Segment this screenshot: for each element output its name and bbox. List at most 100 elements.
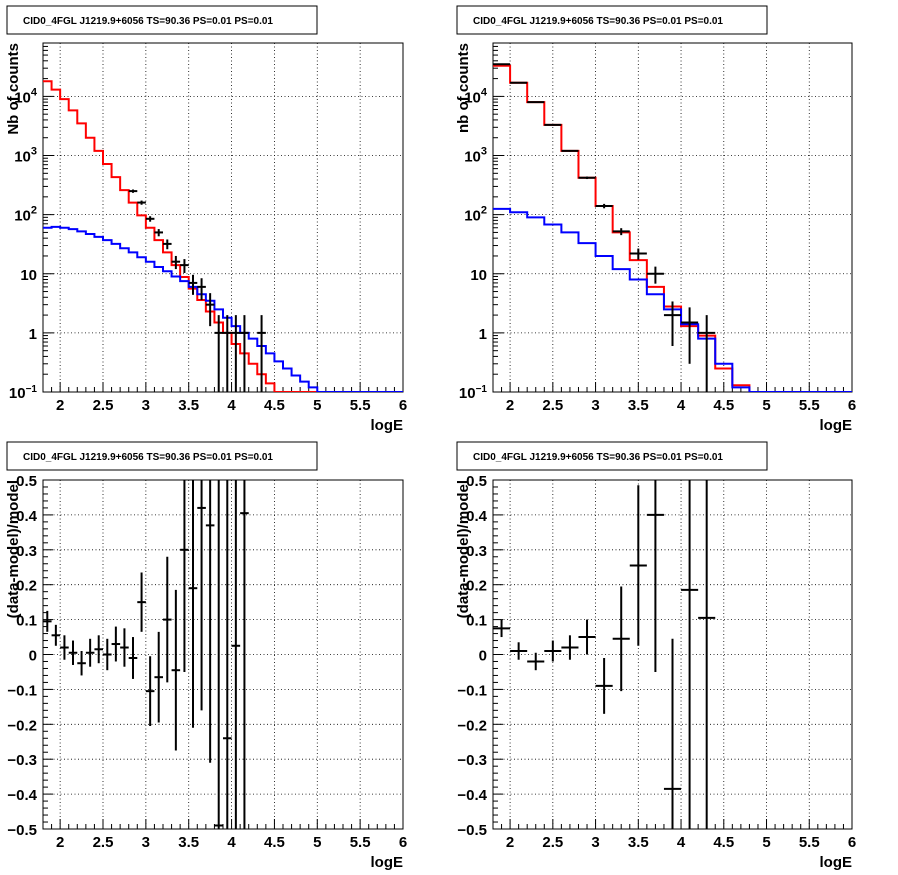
y-tick-label: 0.3 xyxy=(16,543,37,560)
x-axis-label: logE xyxy=(371,417,404,434)
data-point xyxy=(612,228,630,236)
y-tick-label: −0.3 xyxy=(7,752,37,769)
data-point xyxy=(595,657,613,714)
y-tick-label: 0 xyxy=(479,648,487,665)
data-point xyxy=(120,628,129,667)
data-point xyxy=(510,642,528,660)
data-point xyxy=(214,480,223,829)
y-tick-label: 0.4 xyxy=(16,508,38,525)
y-tick-label: 0.5 xyxy=(466,473,487,490)
data-point xyxy=(94,635,103,664)
y-tick-label: 10 xyxy=(20,267,37,284)
x-tick-label: 5.5 xyxy=(350,397,371,414)
data-point xyxy=(43,610,52,632)
x-tick-label: 5 xyxy=(762,834,770,851)
data-point xyxy=(137,572,146,632)
y-tick-label: −0.1 xyxy=(7,682,37,699)
data-point xyxy=(111,626,121,662)
x-tick-label: 6 xyxy=(399,834,407,851)
x-tick-label: 3.5 xyxy=(178,834,199,851)
data-point xyxy=(145,656,155,727)
x-tick-label: 5 xyxy=(313,834,321,851)
y-tick-label: −0.4 xyxy=(7,787,37,804)
data-point xyxy=(205,480,215,763)
y-axis-label: Nb of counts xyxy=(5,43,22,135)
x-axis-label: logE xyxy=(820,854,853,871)
data-point xyxy=(527,101,545,104)
y-tick-label: −0.4 xyxy=(457,787,487,804)
y-tick-label: −0.5 xyxy=(457,822,487,839)
title-box xyxy=(6,441,318,471)
histogram-series xyxy=(43,225,403,392)
data-point xyxy=(171,589,181,751)
x-tick-label: 6 xyxy=(848,397,856,414)
spectrum-panel-left: CID0_4FGL J1219.9+6056 TS=90.36 PS=0.01 … xyxy=(5,5,407,434)
title-box xyxy=(456,5,768,35)
y-tick-label: 1 xyxy=(479,326,487,343)
residual-panel-left: CID0_4FGL J1219.9+6056 TS=90.36 PS=0.01 … xyxy=(5,441,407,871)
chart-title: CID0_4FGL J1219.9+6056 TS=90.36 PS=0.01 … xyxy=(473,16,723,27)
y-tick-label: 10−1 xyxy=(9,384,38,402)
data-point xyxy=(681,480,699,829)
y-tick-label: 1 xyxy=(29,326,37,343)
y-tick-label: 102 xyxy=(14,205,37,225)
data-point xyxy=(231,480,241,829)
data-point xyxy=(163,556,172,683)
residual-panel-right: CID0_4FGL J1219.9+6056 TS=90.36 PS=0.01 … xyxy=(455,441,856,871)
x-axis-label: logE xyxy=(820,417,853,434)
x-tick-label: 3 xyxy=(591,397,599,414)
x-axis-label: logE xyxy=(371,854,404,871)
y-tick-label: 0.1 xyxy=(466,613,487,630)
data-point xyxy=(85,638,95,667)
data-point xyxy=(163,239,172,250)
x-tick-label: 4.5 xyxy=(713,834,734,851)
data-point xyxy=(561,635,579,660)
y-tick-label: 10−1 xyxy=(459,384,488,402)
x-tick-label: 6 xyxy=(399,397,407,414)
x-tick-label: 2 xyxy=(56,397,64,414)
data-point xyxy=(544,123,562,126)
x-tick-label: 4.5 xyxy=(264,397,285,414)
chart-title: CID0_4FGL J1219.9+6056 TS=90.36 PS=0.01 … xyxy=(23,452,273,463)
y-tick-label: 0 xyxy=(29,648,37,665)
data-point xyxy=(663,301,682,346)
x-tick-label: 3 xyxy=(591,834,599,851)
data-point xyxy=(578,176,596,180)
data-point xyxy=(681,307,699,364)
data-point xyxy=(612,586,630,692)
title-box xyxy=(456,441,768,471)
x-tick-label: 3 xyxy=(142,397,150,414)
y-tick-label: −0.2 xyxy=(457,717,487,734)
title-box xyxy=(6,5,318,35)
y-axis-label: (data-model)/model xyxy=(5,480,22,618)
data-point xyxy=(214,315,223,392)
plot-data-area xyxy=(493,480,716,829)
data-point xyxy=(231,315,241,392)
data-point xyxy=(257,315,266,392)
y-tick-label: 0.2 xyxy=(466,578,487,595)
data-point xyxy=(561,149,579,152)
data-point xyxy=(629,485,647,646)
data-point xyxy=(137,200,146,205)
data-point xyxy=(171,255,181,270)
x-tick-label: 5.5 xyxy=(350,834,371,851)
data-point xyxy=(128,189,138,193)
data-point xyxy=(240,315,249,392)
chart-title: CID0_4FGL J1219.9+6056 TS=90.36 PS=0.01 … xyxy=(23,16,273,27)
data-point xyxy=(103,638,112,671)
y-tick-label: 0.2 xyxy=(16,578,37,595)
x-tick-label: 4 xyxy=(677,834,686,851)
data-point xyxy=(180,259,189,273)
data-point xyxy=(197,480,206,711)
data-point xyxy=(205,293,215,327)
x-tick-label: 3.5 xyxy=(178,397,199,414)
data-point xyxy=(698,315,716,392)
x-tick-label: 2 xyxy=(56,834,64,851)
data-point xyxy=(128,637,138,679)
y-tick-label: −0.5 xyxy=(7,822,37,839)
data-point xyxy=(493,619,511,638)
x-tick-label: 6 xyxy=(848,834,856,851)
y-tick-label: 104 xyxy=(14,86,38,106)
x-tick-label: 4.5 xyxy=(264,834,285,851)
